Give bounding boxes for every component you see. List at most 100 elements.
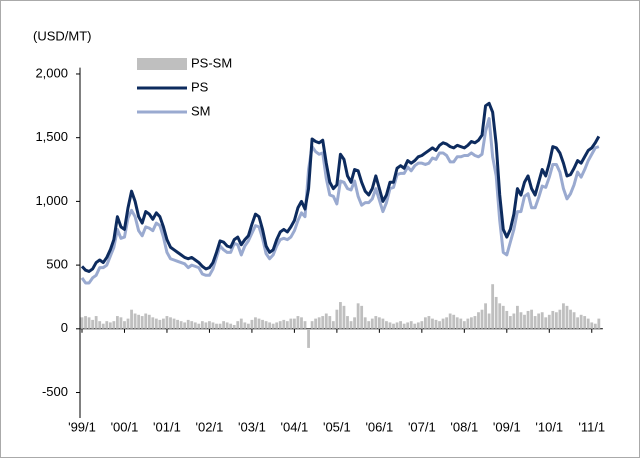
bar [377, 317, 381, 329]
bar [300, 317, 303, 329]
x-tick-label: '01/1 [153, 419, 181, 434]
bar [554, 312, 558, 329]
bar [179, 321, 183, 329]
bar [147, 314, 151, 329]
bar [250, 319, 254, 329]
bar [597, 318, 601, 329]
bar [112, 321, 116, 329]
bar [271, 323, 275, 329]
bar [186, 319, 190, 329]
bar [547, 314, 551, 329]
bar [94, 316, 98, 329]
bar [448, 313, 452, 329]
bar [590, 322, 594, 329]
bar [576, 317, 579, 329]
bar [533, 316, 537, 329]
bar [537, 313, 541, 329]
bar [455, 317, 459, 329]
bar [151, 317, 155, 329]
bar [80, 317, 84, 329]
bar [293, 318, 296, 329]
bar [586, 318, 590, 329]
bar [108, 322, 112, 329]
y-tick-label: 500 [46, 257, 68, 272]
bar [183, 322, 187, 329]
bar [346, 316, 349, 329]
bar [406, 322, 410, 329]
bar [154, 318, 158, 329]
bar [261, 319, 264, 329]
bar [381, 318, 385, 329]
bar [208, 321, 211, 329]
bar [123, 321, 126, 329]
bar [420, 321, 424, 329]
bar [222, 321, 225, 329]
bar [431, 318, 434, 329]
bar [477, 312, 480, 329]
bar [583, 316, 587, 329]
bar [562, 303, 565, 329]
bar [438, 321, 441, 329]
bar [239, 318, 243, 329]
bar [190, 321, 194, 329]
bar [551, 310, 555, 329]
bar [310, 321, 314, 329]
bar [413, 323, 417, 329]
bar [385, 321, 388, 329]
bar [388, 322, 392, 329]
bar [565, 305, 569, 329]
bar [317, 317, 321, 329]
bar [169, 317, 172, 329]
y-tick-label: -500 [42, 384, 68, 399]
bar [232, 324, 236, 329]
bar [87, 317, 91, 329]
bar [367, 321, 371, 329]
y-tick-label: 1,500 [35, 129, 68, 144]
bar [119, 317, 123, 329]
x-tick-label: '05/1 [323, 419, 351, 434]
bar [353, 317, 356, 329]
bar [116, 316, 119, 329]
x-tick-label: '11/1 [578, 419, 605, 434]
bar [593, 323, 597, 329]
bar [130, 309, 133, 329]
x-tick-label: '08/1 [450, 419, 478, 434]
bar [137, 314, 141, 329]
bar [395, 322, 399, 329]
y-tick-label: 2,000 [35, 65, 68, 80]
bar [423, 317, 427, 329]
bar [498, 303, 502, 329]
bar [257, 318, 261, 329]
bar [176, 319, 179, 329]
bar [470, 317, 473, 329]
bar [349, 321, 353, 329]
bar [363, 317, 367, 329]
bar [416, 322, 420, 329]
bar [579, 314, 583, 329]
bar [218, 323, 222, 329]
bar [370, 318, 374, 329]
x-tick-label: '02/1 [196, 419, 224, 434]
bar [165, 316, 169, 329]
bar [427, 316, 431, 329]
bar [339, 302, 342, 329]
bar [211, 322, 215, 329]
bar [254, 317, 257, 329]
bar [144, 313, 148, 329]
bar [459, 318, 463, 329]
bar [324, 313, 328, 329]
legend-label: PS-SM [191, 55, 232, 70]
bar [399, 321, 402, 329]
bar [335, 309, 339, 329]
x-tick-label: '06/1 [365, 419, 393, 434]
x-tick-label: '10/1 [535, 419, 563, 434]
x-tick-label: '07/1 [408, 419, 436, 434]
bar [314, 318, 318, 329]
bar [519, 312, 523, 329]
bar [140, 316, 144, 329]
bar [434, 319, 438, 329]
bar [321, 316, 325, 329]
bar [307, 328, 310, 348]
